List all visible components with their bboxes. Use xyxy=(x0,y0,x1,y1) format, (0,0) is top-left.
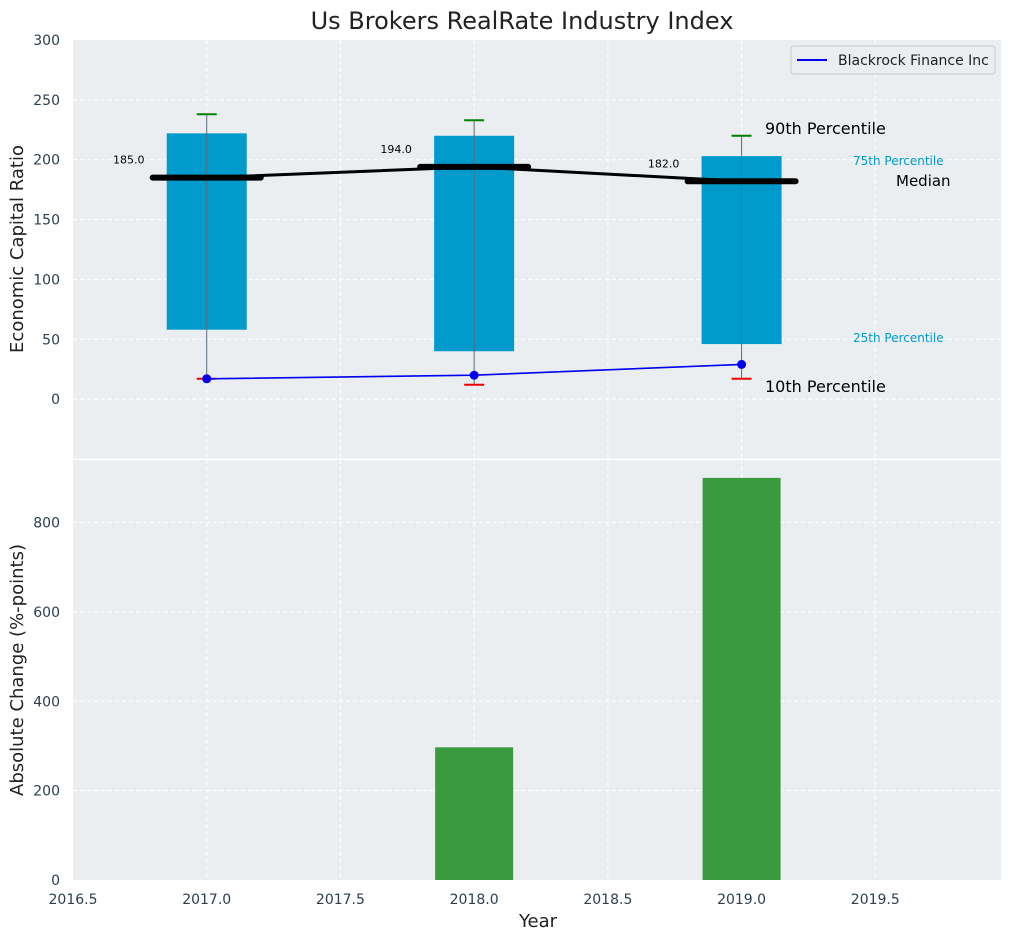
top-y-tick-label: 50 xyxy=(42,332,60,348)
median-value-label: 185.0 xyxy=(113,154,145,167)
x-axis-label: Year xyxy=(518,911,558,932)
top-y-tick-label: 250 xyxy=(33,93,60,109)
x-tick-label: 2016.5 xyxy=(49,892,98,908)
series xyxy=(202,359,747,384)
bars xyxy=(435,477,781,880)
chart-title: Us Brokers RealRate Industry Index xyxy=(311,7,734,35)
annotation-median: Median xyxy=(896,172,951,190)
top-y-tick-label: 100 xyxy=(33,272,60,288)
bottom-y-tick-label: 400 xyxy=(33,694,60,710)
top-y-tick-label: 150 xyxy=(33,213,60,229)
x-tick-label: 2017.0 xyxy=(182,892,231,908)
bottom-y-tick-label: 200 xyxy=(33,784,60,800)
percentile-annotations: 90th Percentile 75th Percentile Median 2… xyxy=(765,119,951,396)
top-y-tick-label: 300 xyxy=(33,33,60,49)
annotation-p75: 75th Percentile xyxy=(853,154,944,168)
median-value-label: 182.0 xyxy=(648,157,680,170)
bottom-y-axis-label: Absolute Change (%-points) xyxy=(7,544,28,796)
x-ticks: 2016.5 2017.0 2017.5 2018.0 2018.5 2019.0 2019… xyxy=(49,892,900,908)
bottom-y-ticks: 0 200 400 600 800 xyxy=(33,516,60,889)
series-point-blackrock-finance-inc xyxy=(202,374,212,384)
annotation-p90: 90th Percentile xyxy=(765,119,886,138)
legend-label-blackrock-finance-inc: Blackrock Finance Inc xyxy=(838,53,989,69)
bar-2018 xyxy=(435,747,514,880)
legend: Blackrock Finance Inc xyxy=(790,45,996,75)
median-value-label: 194.0 xyxy=(380,143,412,156)
x-tick-label: 2018.5 xyxy=(583,892,632,908)
median-line xyxy=(206,165,742,183)
boxes: 185.0 194.0 182.0 xyxy=(113,113,799,386)
bottom-y-tick-label: 0 xyxy=(51,873,60,889)
bottom-panel-background xyxy=(73,460,1001,880)
top-y-tick-label: 0 xyxy=(51,392,60,408)
annotation-p25: 25th Percentile xyxy=(853,331,944,345)
bottom-y-tick-label: 600 xyxy=(33,605,60,621)
x-tick-label: 2019.0 xyxy=(717,892,766,908)
x-tick-label: 2018.0 xyxy=(450,892,499,908)
bar-2019 xyxy=(702,477,781,880)
x-tick-label: 2019.5 xyxy=(851,892,900,908)
annotation-p10: 10th Percentile xyxy=(765,377,886,396)
bottom-y-tick-label: 800 xyxy=(33,516,60,532)
top-y-axis-label: Economic Capital Ratio xyxy=(7,145,28,353)
top-panel: 0 50 100 150 200 250 300 185.0 194.0 182.0 90th … xyxy=(7,33,1001,461)
x-tick-label: 2017.5 xyxy=(316,892,365,908)
legend-frame xyxy=(790,45,996,75)
series-point-blackrock-finance-inc xyxy=(469,370,479,380)
top-y-tick-label: 200 xyxy=(33,153,60,169)
top-y-ticks: 0 50 100 150 200 250 300 xyxy=(33,33,60,408)
series-point-blackrock-finance-inc xyxy=(737,359,747,369)
